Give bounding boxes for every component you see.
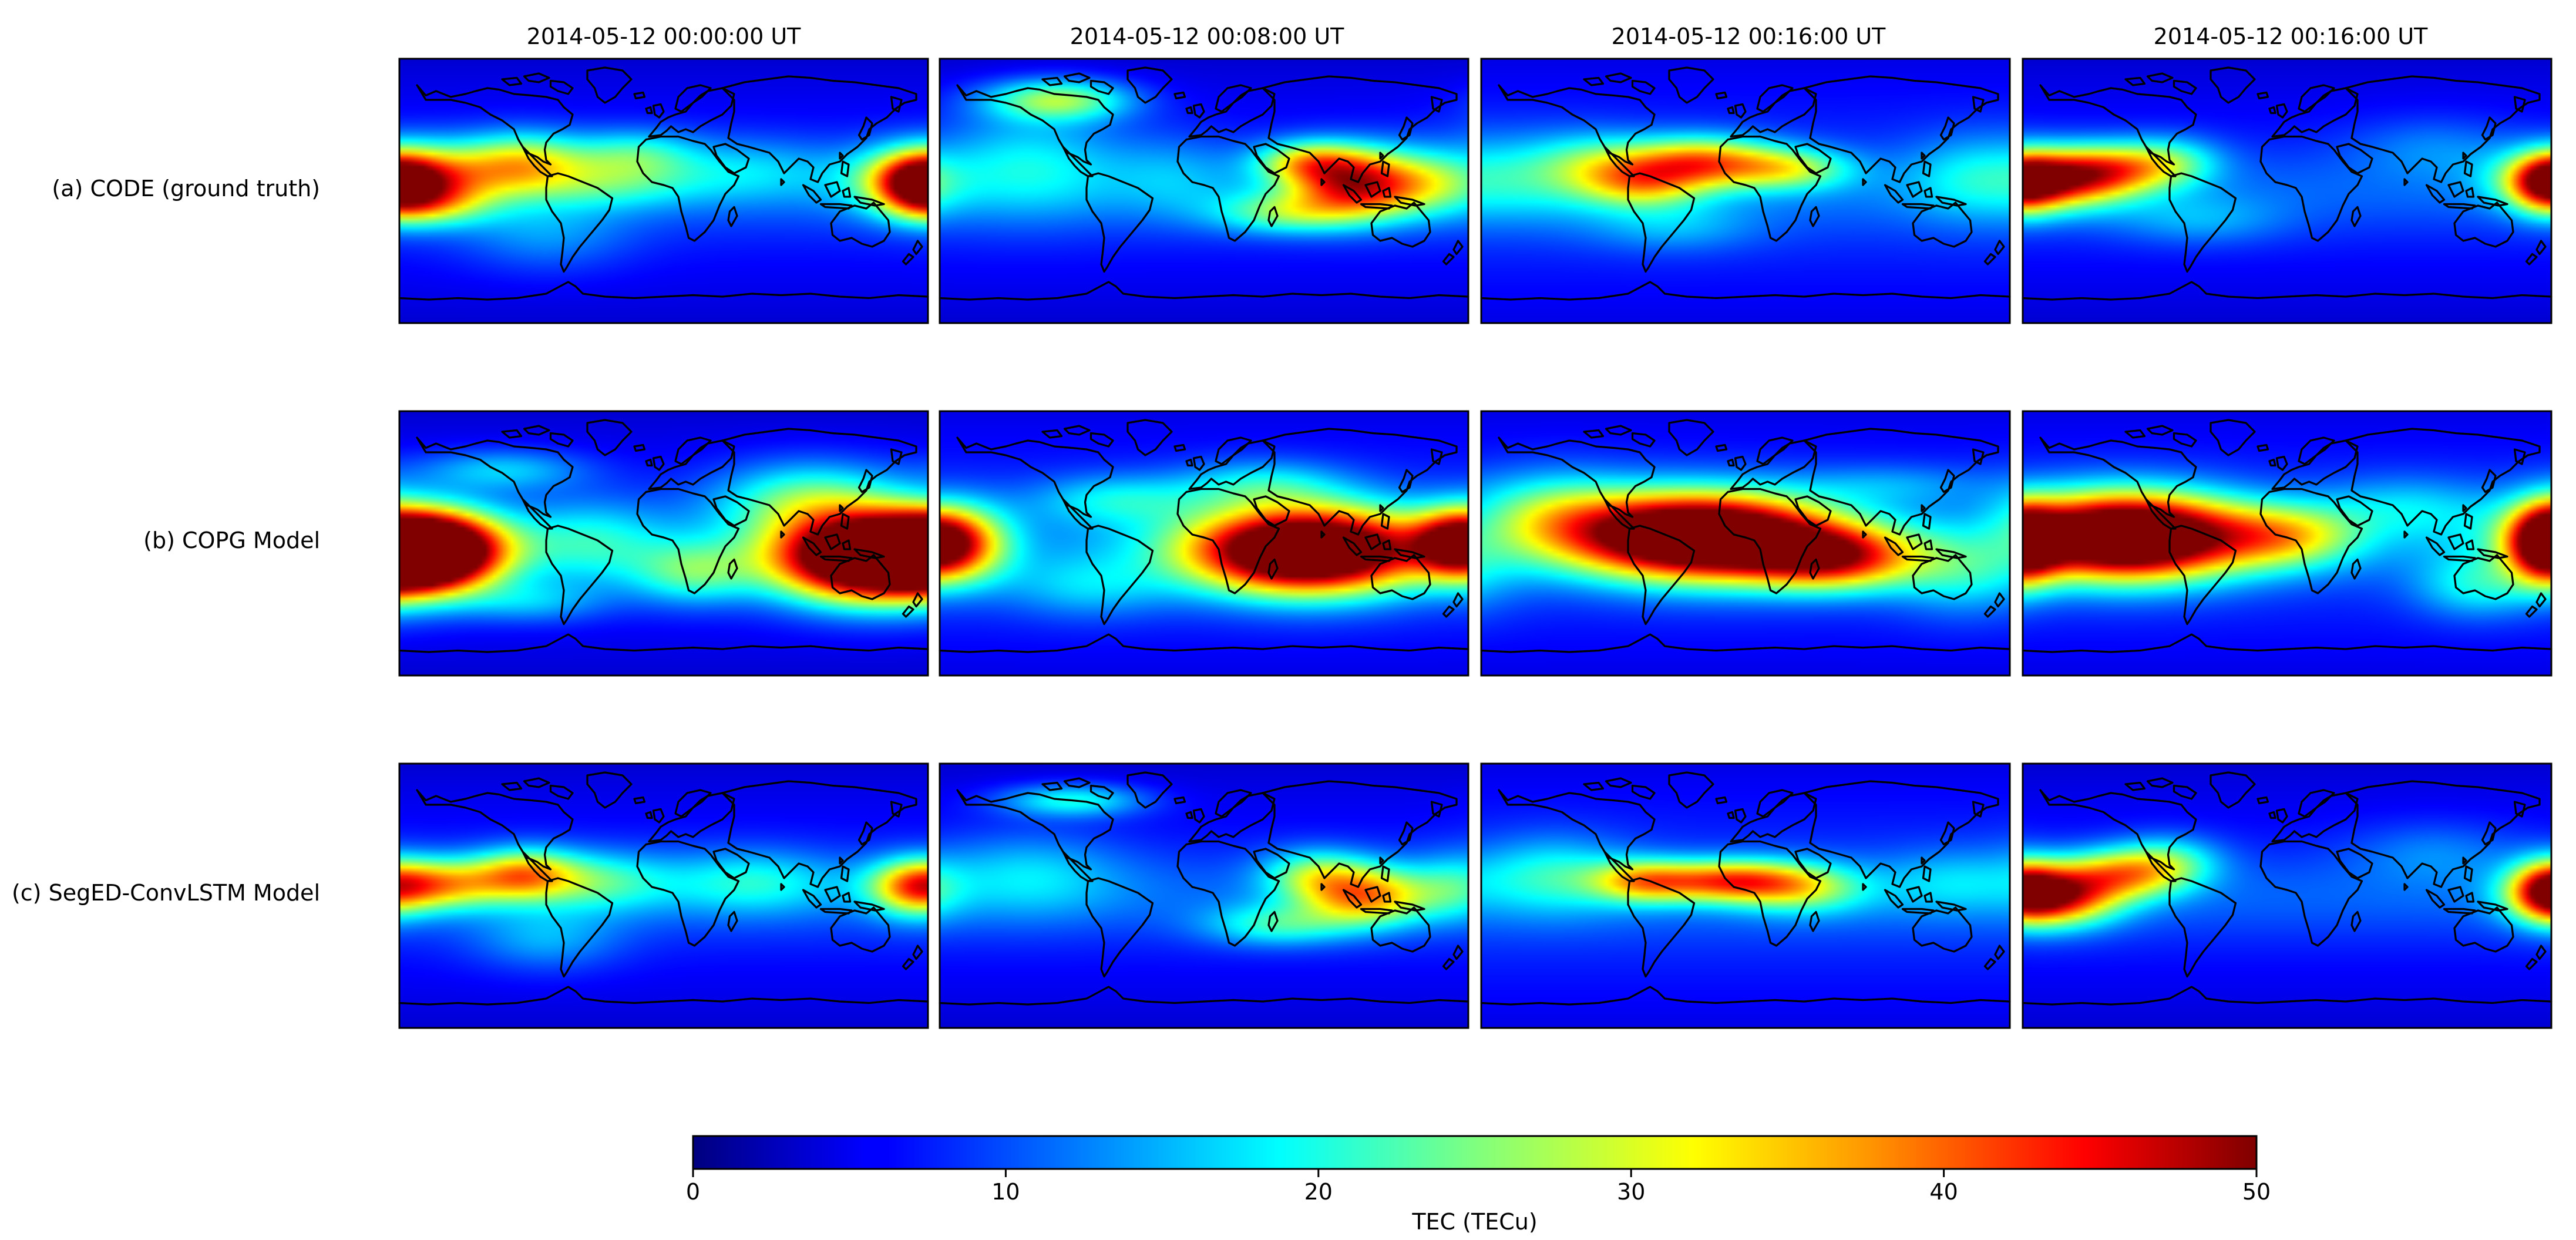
colorbar-tick-label: 50: [2242, 1179, 2271, 1205]
panel-frame: [2022, 762, 2553, 1029]
panel-frame: [1480, 762, 2011, 1029]
colorbar-ticks: 0 10 20 30 40 50: [686, 1169, 2271, 1205]
colorbar-tick-label: 20: [1304, 1179, 1333, 1205]
column-titles: 2014-05-12 00:00:00 UT 2014-05-12 00:08:…: [527, 23, 2428, 49]
tec-map-panel: [1480, 762, 2011, 1029]
colorbar-tick-label: 10: [991, 1179, 1020, 1205]
colorbar-tick-label: 30: [1617, 1179, 1645, 1205]
colorbar-tick-label: 0: [686, 1179, 700, 1205]
panel-frame: [939, 410, 1469, 677]
column-title: 2014-05-12 00:08:00 UT: [1070, 23, 1344, 49]
panel-frame: [939, 762, 1469, 1029]
panel-frame: [1480, 58, 2011, 324]
tec-map-panel: [1480, 58, 2011, 324]
tec-map-panel: [398, 58, 929, 324]
colorbar-gradient: [692, 1135, 2258, 1170]
column-title: 2014-05-12 00:16:00 UT: [1612, 23, 1886, 49]
tec-map-panel: [1480, 410, 2011, 677]
tec-map-panel: [2022, 58, 2553, 324]
tec-map-panel: [2022, 410, 2553, 677]
column-title: 2014-05-12 00:00:00 UT: [527, 23, 801, 49]
panel-frame: [398, 410, 929, 677]
tec-map-panel: [939, 58, 1469, 324]
row-label: (c) SegED-ConvLSTM Model: [12, 880, 320, 906]
tec-map-panel: [2022, 762, 2553, 1029]
panel-frame: [2022, 410, 2553, 677]
panel-frame: [2022, 58, 2553, 324]
row-label: (a) CODE (ground truth): [52, 176, 320, 201]
panel-frame: [1480, 410, 2011, 677]
colorbar-label: TEC (TECu): [1411, 1209, 1537, 1235]
tec-map-panel: [398, 410, 929, 677]
tec-map-panel: [939, 762, 1469, 1029]
tec-map-panel: [398, 762, 929, 1029]
map-panels: [398, 58, 2553, 1029]
panel-frame: [939, 58, 1469, 324]
colorbar-tick-label: 40: [1929, 1179, 1958, 1205]
panel-frame: [398, 58, 929, 324]
row-labels: (a) CODE (ground truth) (b) COPG Model (…: [12, 176, 320, 906]
colorbar: 0 10 20 30 40 50 TEC (TECu): [686, 1135, 2271, 1235]
panel-frame: [398, 762, 929, 1029]
row-label: (b) COPG Model: [143, 527, 320, 553]
tec-map-panel: [939, 410, 1469, 677]
column-title: 2014-05-12 00:16:00 UT: [2154, 23, 2428, 49]
